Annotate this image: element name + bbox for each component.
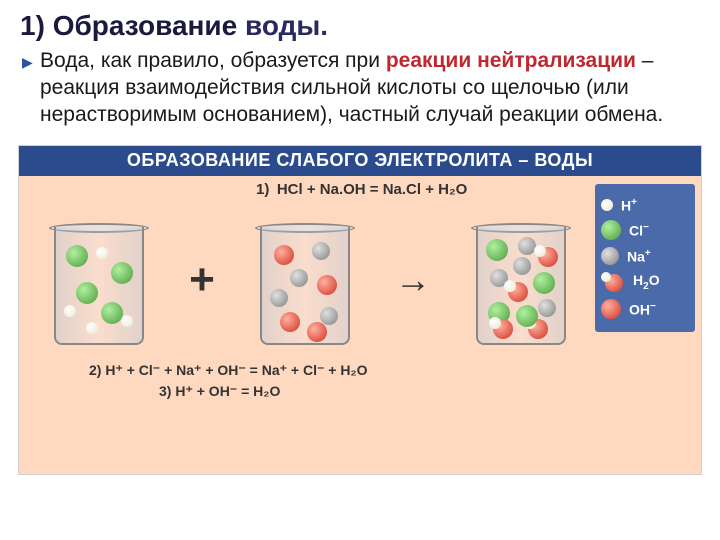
- ion-cl: [66, 245, 88, 267]
- legend-ball-oh: [601, 299, 621, 319]
- bullet-marker: ▶: [22, 54, 33, 71]
- arrow-icon: →: [395, 259, 431, 301]
- legend-row-h: H+: [601, 197, 689, 214]
- diagram-title: ОБРАЗОВАНИЕ СЛАБОГО ЭЛЕКТРОЛИТА – ВОДЫ: [19, 146, 701, 176]
- equation-3: 3) H⁺ + OH⁻ = H₂O: [19, 381, 701, 402]
- ion-na: [538, 299, 556, 317]
- ion-h: [121, 315, 133, 327]
- ion-na: [312, 242, 330, 260]
- title-main: Образование: [53, 10, 238, 41]
- ion-cl: [486, 239, 508, 261]
- beaker-body: [476, 227, 566, 345]
- beaker-naoh: [255, 215, 355, 345]
- ion-h: [96, 247, 108, 259]
- ion-h: [86, 322, 98, 334]
- beaker-body: [54, 227, 144, 345]
- ion-cl: [101, 302, 123, 324]
- legend-label: H+: [621, 197, 637, 214]
- legend-ball-h: [601, 199, 613, 211]
- diagram: ОБРАЗОВАНИЕ СЛАБОГО ЭЛЕКТРОЛИТА – ВОДЫ 1…: [18, 145, 702, 475]
- ion-na: [290, 269, 308, 287]
- slide-title: 1) Образование воды.: [0, 0, 720, 48]
- legend-ball-h2o: [601, 272, 625, 292]
- mol-h2o-h: [504, 280, 516, 292]
- ion-oh: [280, 312, 300, 332]
- ion-oh: [307, 322, 327, 342]
- eq1-text: HCl + Na.OH = Na.Cl + H₂O: [277, 181, 467, 198]
- ion-na: [320, 307, 338, 325]
- ion-na: [513, 257, 531, 275]
- equation-2: 2) H⁺ + Cl⁻ + Na⁺ + OH⁻ = Na⁺ + Cl⁻ + H₂…: [19, 360, 701, 381]
- beaker-products: [471, 215, 571, 345]
- beaker-hcl: [49, 215, 149, 345]
- legend-row-oh: OH−: [601, 299, 689, 319]
- ion-h: [64, 305, 76, 317]
- slide: 1) Образование воды. ▶ Вода, как правило…: [0, 0, 720, 540]
- title-number: 1): [20, 10, 45, 41]
- ion-na: [270, 289, 288, 307]
- mol-h2o-h: [489, 317, 501, 329]
- beaker-body: [260, 227, 350, 345]
- bullet-section: ▶ Вода, как правило, образуется при реак…: [0, 48, 720, 139]
- legend-row-na: Na+: [601, 247, 689, 265]
- bullet-pre: Вода, как правило, образуется при: [40, 49, 386, 72]
- ion-cl: [76, 282, 98, 304]
- ion-cl: [533, 272, 555, 294]
- plus-icon: +: [189, 255, 215, 305]
- eq2-num: 2): [89, 362, 101, 378]
- ion-oh: [317, 275, 337, 295]
- legend-label: Cl−: [629, 222, 649, 239]
- legend-ball-cl: [601, 220, 621, 240]
- eq2-text: H⁺ + Cl⁻ + Na⁺ + OH⁻ = Na⁺ + Cl⁻ + H₂O: [105, 362, 367, 378]
- ion-oh: [274, 245, 294, 265]
- legend-ball-na: [601, 247, 619, 265]
- mol-h2o-h: [534, 245, 546, 257]
- bullet-red: реакции нейтрализации: [386, 49, 636, 72]
- legend: H+ Cl− Na+ H2O OH−: [595, 184, 695, 333]
- ion-cl: [111, 262, 133, 284]
- eq3-num: 3): [159, 383, 171, 399]
- ion-cl: [516, 305, 538, 327]
- title-accent: воды.: [245, 10, 328, 41]
- legend-row-h2o: H2O: [601, 272, 689, 292]
- eq3-text: H⁺ + OH⁻ = H₂O: [175, 383, 280, 399]
- legend-label: OH−: [629, 301, 656, 318]
- eq1-num: 1): [253, 181, 273, 198]
- bullet-text: Вода, как правило, образуется при реакци…: [40, 48, 692, 129]
- legend-label: H2O: [633, 272, 660, 292]
- legend-label: Na+: [627, 248, 651, 265]
- legend-row-cl: Cl−: [601, 220, 689, 240]
